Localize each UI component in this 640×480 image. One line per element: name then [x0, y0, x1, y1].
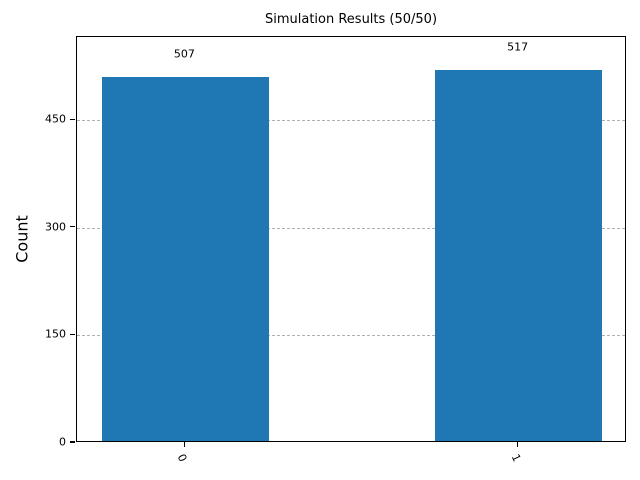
y-tick-label: 0	[59, 435, 66, 449]
x-tick-mark	[183, 442, 186, 447]
y-tick-mark	[70, 118, 75, 120]
bar	[435, 70, 602, 441]
y-tick-label: 450	[45, 112, 66, 126]
chart-title: Simulation Results (50/50)	[264, 12, 438, 27]
y-tick-label: 150	[45, 327, 66, 341]
y-axis-label: Count	[12, 215, 32, 263]
gridline	[77, 335, 625, 337]
bar-value-label: 507	[173, 47, 195, 61]
x-tick-label: 1	[508, 452, 524, 464]
bar-value-label: 517	[507, 40, 529, 54]
gridline	[77, 120, 625, 122]
y-tick-mark	[70, 441, 75, 443]
x-tick-mark	[516, 442, 519, 447]
bar	[102, 77, 269, 441]
plot-area	[76, 36, 626, 442]
x-tick-label: 0	[174, 452, 190, 464]
y-tick-mark	[70, 333, 75, 336]
y-tick-mark	[70, 226, 75, 228]
gridline	[77, 227, 625, 229]
y-tick-label: 300	[45, 220, 66, 234]
